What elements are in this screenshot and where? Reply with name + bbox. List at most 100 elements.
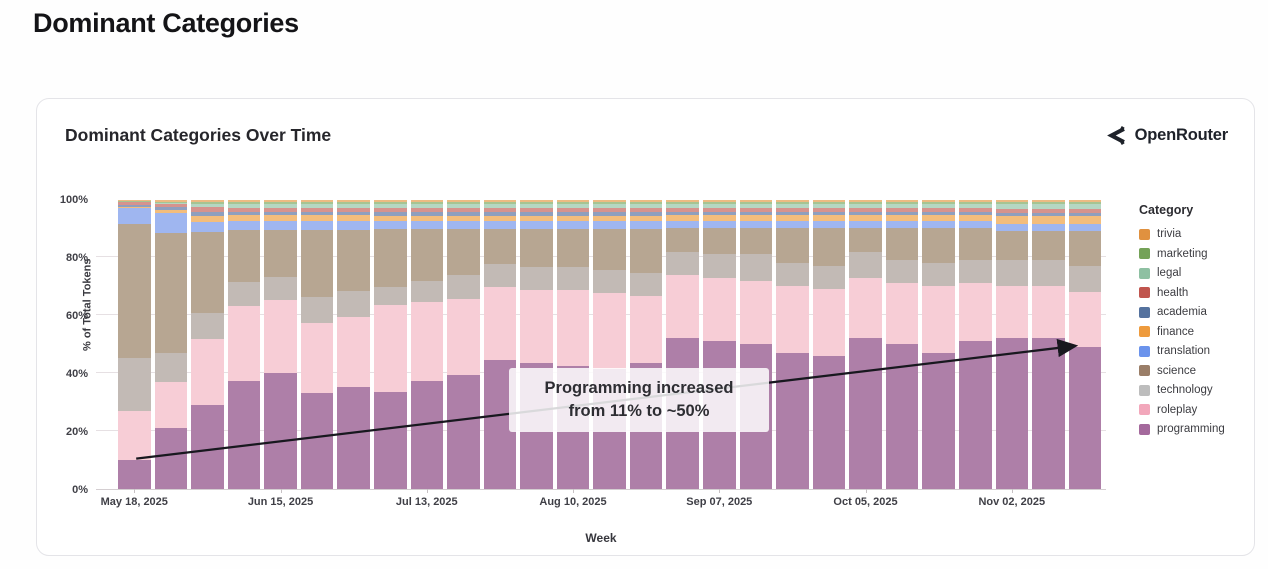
segment-academia[interactable] (995, 212, 1029, 217)
segment-technology[interactable] (447, 275, 480, 299)
segment-trivia[interactable] (666, 200, 699, 202)
segment-roleplay[interactable] (995, 285, 1029, 339)
segment-translation[interactable] (1068, 223, 1102, 231)
segment-science[interactable] (958, 228, 992, 261)
segment-roleplay[interactable] (739, 280, 773, 345)
segment-roleplay[interactable] (520, 290, 553, 364)
segment-trivia[interactable] (191, 200, 224, 202)
segment-translation[interactable] (373, 221, 407, 229)
segment-science[interactable] (776, 228, 809, 264)
segment-finance[interactable] (776, 215, 809, 222)
segment-legal[interactable] (556, 203, 590, 209)
segment-technology[interactable] (227, 282, 261, 306)
segment-marketing[interactable] (447, 201, 480, 204)
segment-marketing[interactable] (556, 201, 590, 204)
segment-finance[interactable] (666, 215, 699, 222)
segment-finance[interactable] (703, 215, 736, 222)
segment-health[interactable] (922, 208, 955, 212)
segment-science[interactable] (483, 228, 517, 264)
segment-trivia[interactable] (958, 200, 992, 202)
segment-trivia[interactable] (410, 200, 444, 202)
bar-week-oct-12-2025[interactable] (885, 200, 919, 489)
segment-trivia[interactable] (373, 200, 407, 202)
segment-technology[interactable] (776, 263, 809, 287)
segment-health[interactable] (666, 208, 699, 212)
segment-roleplay[interactable] (885, 283, 919, 345)
segment-technology[interactable] (1032, 259, 1065, 286)
segment-finance[interactable] (885, 215, 919, 222)
segment-trivia[interactable] (629, 200, 663, 202)
segment-academia[interactable] (447, 212, 480, 216)
segment-legal[interactable] (373, 203, 407, 209)
bar-week-jun-29-2025[interactable] (337, 200, 370, 489)
segment-academia[interactable] (227, 212, 261, 216)
segment-legal[interactable] (191, 203, 224, 208)
legend-item-programming[interactable]: programming (1139, 423, 1249, 435)
segment-marketing[interactable] (849, 201, 882, 204)
segment-technology[interactable] (264, 276, 297, 300)
bar-week-may-25-2025[interactable] (154, 200, 188, 489)
segment-technology[interactable] (154, 352, 188, 382)
segment-science[interactable] (300, 230, 334, 297)
bar-week-jun-22-2025[interactable] (300, 200, 334, 489)
segment-trivia[interactable] (1068, 200, 1102, 202)
segment-translation[interactable] (703, 221, 736, 229)
legend-item-academia[interactable]: academia (1139, 306, 1249, 318)
segment-health[interactable] (227, 208, 261, 212)
segment-legal[interactable] (1068, 203, 1102, 210)
segment-roleplay[interactable] (703, 277, 736, 342)
segment-academia[interactable] (776, 211, 809, 216)
segment-science[interactable] (520, 228, 553, 267)
segment-marketing[interactable] (666, 201, 699, 204)
segment-marketing[interactable] (264, 201, 297, 204)
segment-programming[interactable] (776, 352, 809, 489)
segment-health[interactable] (1032, 209, 1065, 213)
segment-translation[interactable] (922, 221, 955, 229)
segment-science[interactable] (995, 230, 1029, 260)
segment-legal[interactable] (776, 203, 809, 209)
segment-finance[interactable] (1068, 216, 1102, 224)
segment-legal[interactable] (154, 203, 188, 205)
legend-item-technology[interactable]: technology (1139, 384, 1249, 396)
segment-marketing[interactable] (995, 201, 1029, 204)
segment-roleplay[interactable] (118, 410, 151, 460)
segment-technology[interactable] (337, 291, 370, 318)
segment-academia[interactable] (922, 211, 955, 216)
segment-translation[interactable] (849, 221, 882, 229)
bar-week-nov-09-2025[interactable] (1032, 200, 1065, 489)
segment-legal[interactable] (410, 203, 444, 209)
segment-programming[interactable] (191, 405, 224, 489)
segment-programming[interactable] (154, 428, 188, 489)
segment-science[interactable] (337, 230, 370, 292)
legend-item-translation[interactable]: translation (1139, 345, 1249, 357)
bar-week-oct-05-2025[interactable]: Oct 05, 2025 (833, 200, 898, 508)
segment-marketing[interactable] (1068, 201, 1102, 204)
segment-science[interactable] (191, 231, 224, 313)
segment-academia[interactable] (666, 211, 699, 216)
segment-technology[interactable] (410, 281, 444, 302)
segment-legal[interactable] (227, 203, 261, 209)
segment-science[interactable] (849, 228, 882, 252)
segment-health[interactable] (154, 204, 188, 208)
segment-technology[interactable] (373, 287, 407, 305)
segment-legal[interactable] (666, 203, 699, 209)
segment-academia[interactable] (154, 207, 188, 211)
segment-science[interactable] (118, 224, 151, 359)
segment-science[interactable] (739, 228, 773, 255)
bar-week-jul-20-2025[interactable] (447, 200, 480, 489)
segment-academia[interactable] (337, 211, 370, 216)
segment-translation[interactable] (666, 221, 699, 229)
segment-legal[interactable] (520, 203, 553, 209)
segment-translation[interactable] (995, 223, 1029, 231)
segment-roleplay[interactable] (227, 305, 261, 382)
segment-finance[interactable] (593, 215, 626, 222)
segment-translation[interactable] (410, 221, 444, 229)
segment-academia[interactable] (191, 211, 224, 216)
segment-roleplay[interactable] (337, 317, 370, 388)
segment-health[interactable] (191, 207, 224, 212)
segment-legal[interactable] (337, 203, 370, 209)
segment-science[interactable] (1068, 230, 1102, 266)
segment-finance[interactable] (739, 215, 773, 222)
segment-roleplay[interactable] (373, 304, 407, 393)
bar-week-nov-02-2025[interactable]: Nov 02, 2025 (978, 200, 1045, 508)
